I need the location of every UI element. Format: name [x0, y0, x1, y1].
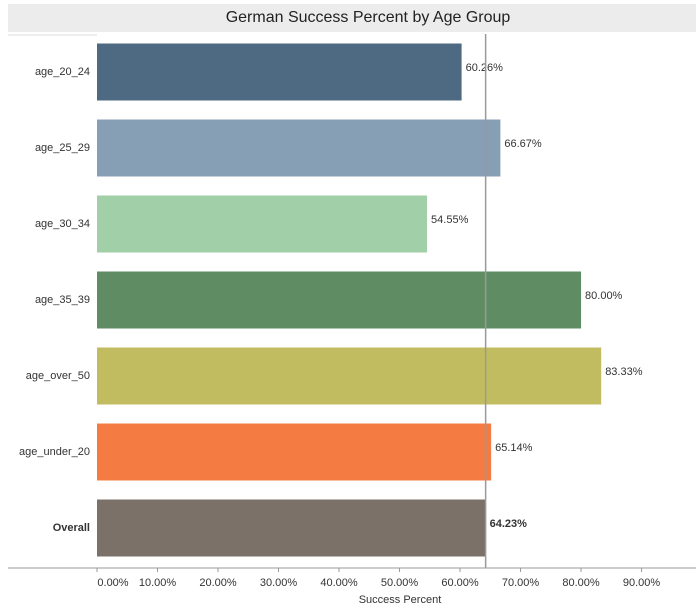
value-label: 64.23%: [490, 518, 528, 530]
x-tick-label: 60.00%: [441, 577, 479, 589]
x-tick-label: 70.00%: [502, 577, 540, 589]
y-tick-label: Overall: [53, 522, 90, 534]
value-label: 65.14%: [495, 442, 533, 454]
chart-title: German Success Percent by Age Group: [226, 9, 511, 26]
x-tick-label: 20.00%: [199, 577, 237, 589]
x-tick-label: 10.00%: [139, 577, 177, 589]
x-tick-label: 40.00%: [320, 577, 358, 589]
x-tick-label: 30.00%: [260, 577, 298, 589]
y-tick-label: age_over_50: [26, 370, 90, 382]
y-tick-label: age_30_34: [35, 218, 90, 230]
bar: [97, 195, 428, 253]
x-tick-label: 50.00%: [381, 577, 419, 589]
x-tick-label: 90.00%: [623, 577, 661, 589]
y-tick-label: age_35_39: [35, 294, 90, 306]
x-tick-label: 0.00%: [97, 577, 128, 589]
value-label: 80.00%: [585, 290, 623, 302]
y-tick-label: age_under_20: [19, 446, 90, 458]
bar: [97, 119, 501, 177]
value-label: 54.55%: [431, 214, 469, 226]
bar: [97, 271, 582, 329]
x-axis-label: Success Percent: [359, 594, 442, 606]
bar: [97, 499, 486, 557]
bar: [97, 43, 462, 101]
y-tick-label: age_25_29: [35, 142, 90, 154]
bar: [97, 423, 492, 481]
title-band: [8, 4, 696, 32]
value-label: 60.26%: [466, 62, 504, 74]
bar: [97, 347, 602, 405]
value-label: 66.67%: [504, 138, 542, 150]
value-label: 83.33%: [605, 366, 643, 378]
y-tick-label: age_20_24: [35, 66, 90, 78]
x-tick-label: 80.00%: [562, 577, 600, 589]
